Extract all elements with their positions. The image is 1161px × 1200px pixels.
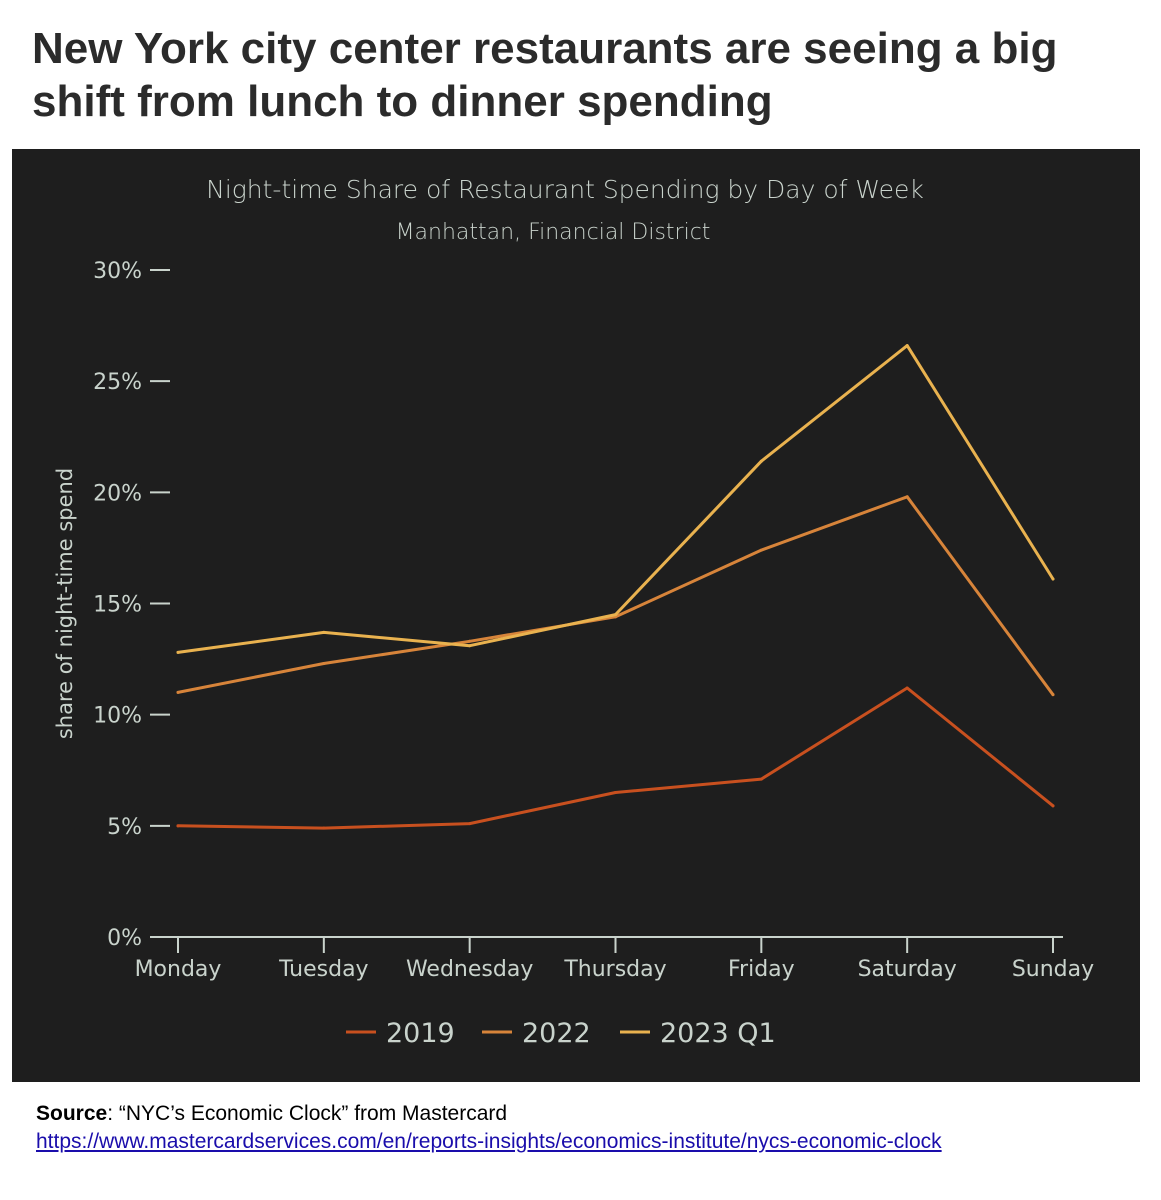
data-point: [905, 686, 909, 690]
series-line-2023-q1: [176, 344, 1055, 654]
y-tick-label: 20%: [93, 481, 142, 506]
data-point: [905, 495, 909, 499]
source-text: : “NYC’s Economic Clock” from Mastercard: [107, 1102, 508, 1125]
line-chart: Night-time Share of Restaurant Spending …: [53, 175, 1094, 1049]
data-point: [759, 459, 763, 463]
data-point: [614, 613, 617, 617]
data-point: [468, 644, 472, 648]
data-point: [176, 824, 180, 828]
source-label: Source: “NYC’s Economic Clock” from Mast…: [36, 1102, 508, 1125]
x-tick-label: Thursday: [563, 957, 666, 982]
y-tick-label: 30%: [93, 259, 142, 284]
y-tick-label: 10%: [93, 704, 142, 729]
data-point: [468, 822, 472, 826]
data-point: [176, 650, 180, 654]
headline: New York city center restaurants are see…: [32, 24, 1058, 126]
data-point: [759, 548, 763, 552]
y-tick-label: 25%: [93, 370, 142, 395]
chart-title: Night-time Share of Restaurant Spending …: [206, 175, 924, 204]
y-tick-label: 15%: [93, 593, 142, 618]
x-tick-label: Sunday: [1012, 957, 1094, 982]
source-block: Source: “NYC’s Economic Clock” from Mast…: [36, 1100, 942, 1156]
x-tick-label: Wednesday: [406, 957, 533, 982]
y-tick-label: 0%: [107, 926, 142, 951]
data-point: [614, 790, 617, 794]
chart-subtitle: Manhattan, Financial District: [396, 220, 711, 245]
data-point: [176, 690, 180, 694]
y-axis-label: share of night-time spend: [53, 468, 77, 739]
data-point: [1051, 577, 1055, 581]
series-line-2022: [176, 495, 1055, 697]
x-tick-label: Saturday: [858, 957, 957, 982]
data-point: [1051, 804, 1055, 808]
data-point: [905, 344, 909, 348]
x-tick-label: Monday: [135, 957, 222, 982]
source-link[interactable]: https://www.mastercardservices.com/en/re…: [36, 1130, 942, 1153]
series-line-2019: [176, 686, 1055, 830]
data-point: [468, 639, 472, 643]
data-point: [759, 777, 763, 781]
data-point: [322, 662, 326, 666]
y-tick-label: 5%: [107, 815, 142, 840]
legend-label: 2023 Q1: [660, 1018, 776, 1049]
legend-label: 2022: [522, 1018, 591, 1049]
data-point: [1051, 693, 1055, 697]
data-point: [322, 630, 326, 634]
legend-label: 2019: [386, 1018, 455, 1049]
x-tick-label: Tuesday: [278, 957, 369, 982]
chart-panel: Night-time Share of Restaurant Spending …: [12, 149, 1140, 1082]
data-point: [322, 826, 326, 830]
x-tick-label: Friday: [728, 957, 795, 982]
